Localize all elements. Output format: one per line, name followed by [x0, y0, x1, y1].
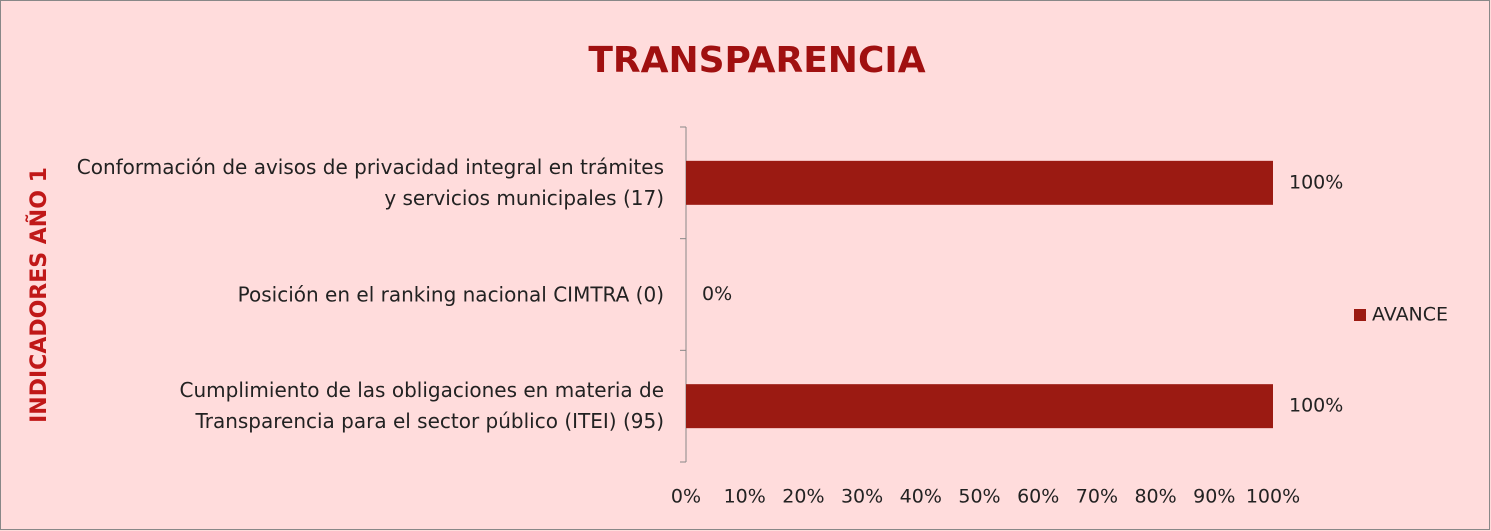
legend-swatch — [1354, 309, 1366, 321]
chart-title: TRANSPARENCIA — [588, 40, 925, 81]
x-tick-label: 60% — [1017, 486, 1059, 508]
x-tick-label: 40% — [900, 486, 942, 508]
bar — [686, 384, 1273, 429]
x-tick-label: 30% — [841, 486, 883, 508]
y-axis-title: INDICADORES AÑO 1 — [26, 167, 52, 423]
x-tick-label: 80% — [1134, 486, 1176, 508]
data-label: 100% — [1289, 395, 1343, 417]
data-label: 0% — [702, 283, 732, 305]
x-tick-label: 70% — [1076, 486, 1118, 508]
x-tick-label: 90% — [1193, 486, 1235, 508]
category-label: Conformación de avisos de privacidad int… — [76, 154, 664, 210]
x-tick-label: 100% — [1246, 486, 1300, 508]
legend-label: AVANCE — [1372, 304, 1448, 326]
category-label: Cumplimiento de las obligaciones en mate… — [179, 378, 665, 434]
x-tick-label: 20% — [782, 486, 824, 508]
x-tick-label: 50% — [958, 486, 1000, 508]
x-tick-label: 10% — [724, 486, 766, 508]
data-label: 100% — [1289, 171, 1343, 193]
category-label: Posición en el ranking nacional CIMTRA (… — [237, 282, 664, 306]
bar — [686, 160, 1273, 205]
x-tick-label: 0% — [671, 486, 701, 508]
